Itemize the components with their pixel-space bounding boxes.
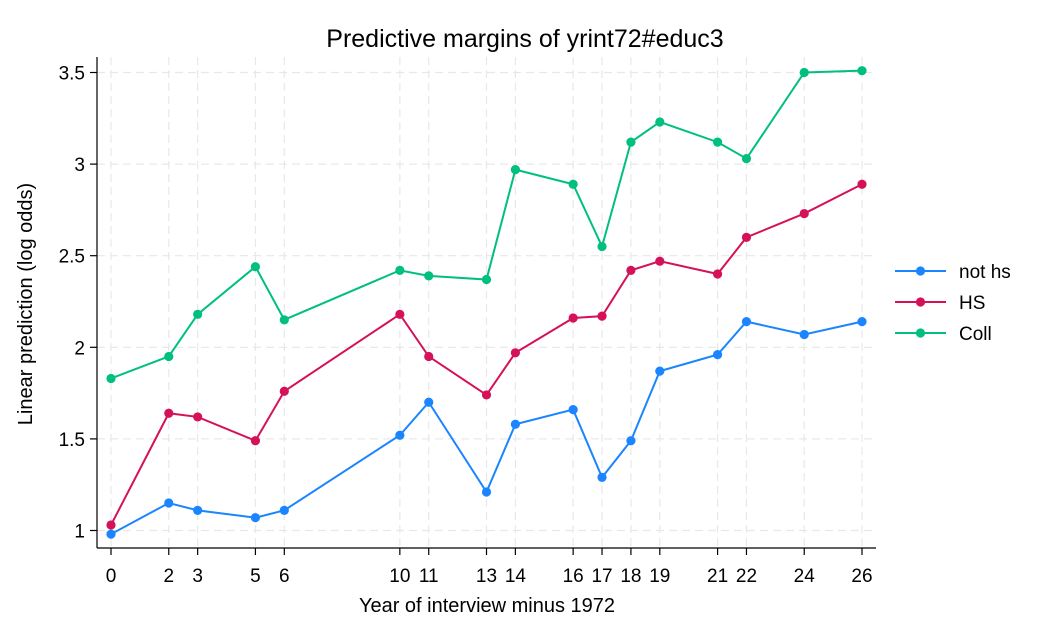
x-tick-label: 19 <box>649 566 670 587</box>
data-point-hs <box>712 269 723 279</box>
data-point-not-hs <box>655 366 665 376</box>
data-point-not-hs <box>395 430 405 440</box>
x-axis-label: Year of interview minus 1972 <box>359 595 615 617</box>
series-layer <box>106 66 867 539</box>
y-tick-label: 2.5 <box>59 247 85 268</box>
data-point-hs <box>164 408 174 418</box>
data-point-hs <box>655 256 665 266</box>
data-point-hs <box>857 179 867 189</box>
y-tick-label: 1 <box>74 522 85 543</box>
data-point-coll <box>568 179 578 189</box>
data-point-not-hs <box>510 419 520 429</box>
x-tick-label: 13 <box>476 566 497 587</box>
data-point-not-hs <box>193 505 203 515</box>
data-point-hs <box>568 313 578 323</box>
data-point-not-hs <box>279 505 289 515</box>
x-tick-label: 16 <box>563 566 584 587</box>
data-point-coll <box>857 66 867 76</box>
x-tick-label: 0 <box>106 566 117 587</box>
data-point-hs <box>250 436 261 446</box>
x-tick-label: 22 <box>736 566 757 587</box>
data-point-coll <box>250 262 261 272</box>
data-point-not-hs <box>568 404 578 415</box>
x-tick-label: 11 <box>419 566 439 587</box>
x-tick-label: 5 <box>250 566 261 587</box>
data-point-hs <box>510 348 520 358</box>
legend-marker-hs <box>915 297 926 307</box>
data-point-hs <box>741 232 752 242</box>
data-point-not-hs <box>164 498 174 508</box>
data-point-not-hs <box>626 436 636 446</box>
data-point-not-hs <box>481 487 492 497</box>
data-point-coll <box>424 271 434 281</box>
legend-label-not-hs: not hs <box>959 262 1011 283</box>
data-point-coll <box>279 315 289 325</box>
y-tick-label: 2 <box>74 338 85 359</box>
legend-label-hs: HS <box>959 293 985 314</box>
x-tick-label: 2 <box>163 566 174 587</box>
data-point-coll <box>712 137 723 147</box>
data-point-hs <box>626 265 636 275</box>
legend: not hs HS Coll <box>895 262 1011 345</box>
x-tick-label: 21 <box>707 566 728 587</box>
gridlines <box>97 57 876 548</box>
data-point-not-hs <box>712 350 723 360</box>
x-tick-label: 24 <box>794 566 816 587</box>
y-tick-label: 1.5 <box>59 430 85 451</box>
data-point-hs <box>597 311 607 321</box>
data-point-coll <box>164 351 174 362</box>
x-tick-label: 18 <box>620 566 641 587</box>
x-tick-label: 26 <box>851 566 872 587</box>
data-point-hs <box>424 351 434 362</box>
legend-marker-not-hs <box>915 266 926 276</box>
data-point-coll <box>510 164 520 175</box>
x-tick-label: 17 <box>591 566 612 587</box>
x-tick-label: 6 <box>279 566 290 587</box>
data-point-hs <box>193 412 203 422</box>
data-point-coll <box>481 274 492 285</box>
data-point-not-hs <box>597 472 607 482</box>
data-point-not-hs <box>799 329 809 340</box>
data-point-coll <box>741 154 752 164</box>
data-point-hs <box>279 386 289 396</box>
legend-label-coll: Coll <box>959 324 992 345</box>
data-point-coll <box>395 265 405 275</box>
data-point-not-hs <box>250 513 261 523</box>
x-tick-label: 14 <box>505 566 527 587</box>
data-point-hs <box>481 390 492 400</box>
y-tick-label: 3 <box>74 155 85 176</box>
data-point-coll <box>193 309 203 319</box>
legend-marker-coll <box>915 328 926 338</box>
data-point-not-hs <box>106 529 116 539</box>
data-point-not-hs <box>424 397 434 407</box>
x-tick-label: 3 <box>192 566 203 587</box>
x-tick-label: 10 <box>389 566 410 587</box>
data-point-coll <box>106 373 116 384</box>
data-point-hs <box>106 520 116 530</box>
data-point-not-hs <box>741 317 752 327</box>
data-point-not-hs <box>857 317 867 327</box>
y-axis-label: Linear prediction (log odds) <box>15 183 37 425</box>
data-point-coll <box>626 137 636 147</box>
chart-title: Predictive margins of yrint72#educ3 <box>326 25 723 53</box>
data-point-coll <box>597 241 607 252</box>
data-point-hs <box>395 309 405 319</box>
y-tick-label: 3.5 <box>59 64 85 85</box>
axes: 11.522.533.50 2 3 5 6 10 11 13 14 16 17 18 19 21 22 24 2… <box>59 57 876 587</box>
data-point-coll <box>655 117 665 127</box>
data-point-hs <box>799 208 809 219</box>
data-point-coll <box>799 67 809 78</box>
